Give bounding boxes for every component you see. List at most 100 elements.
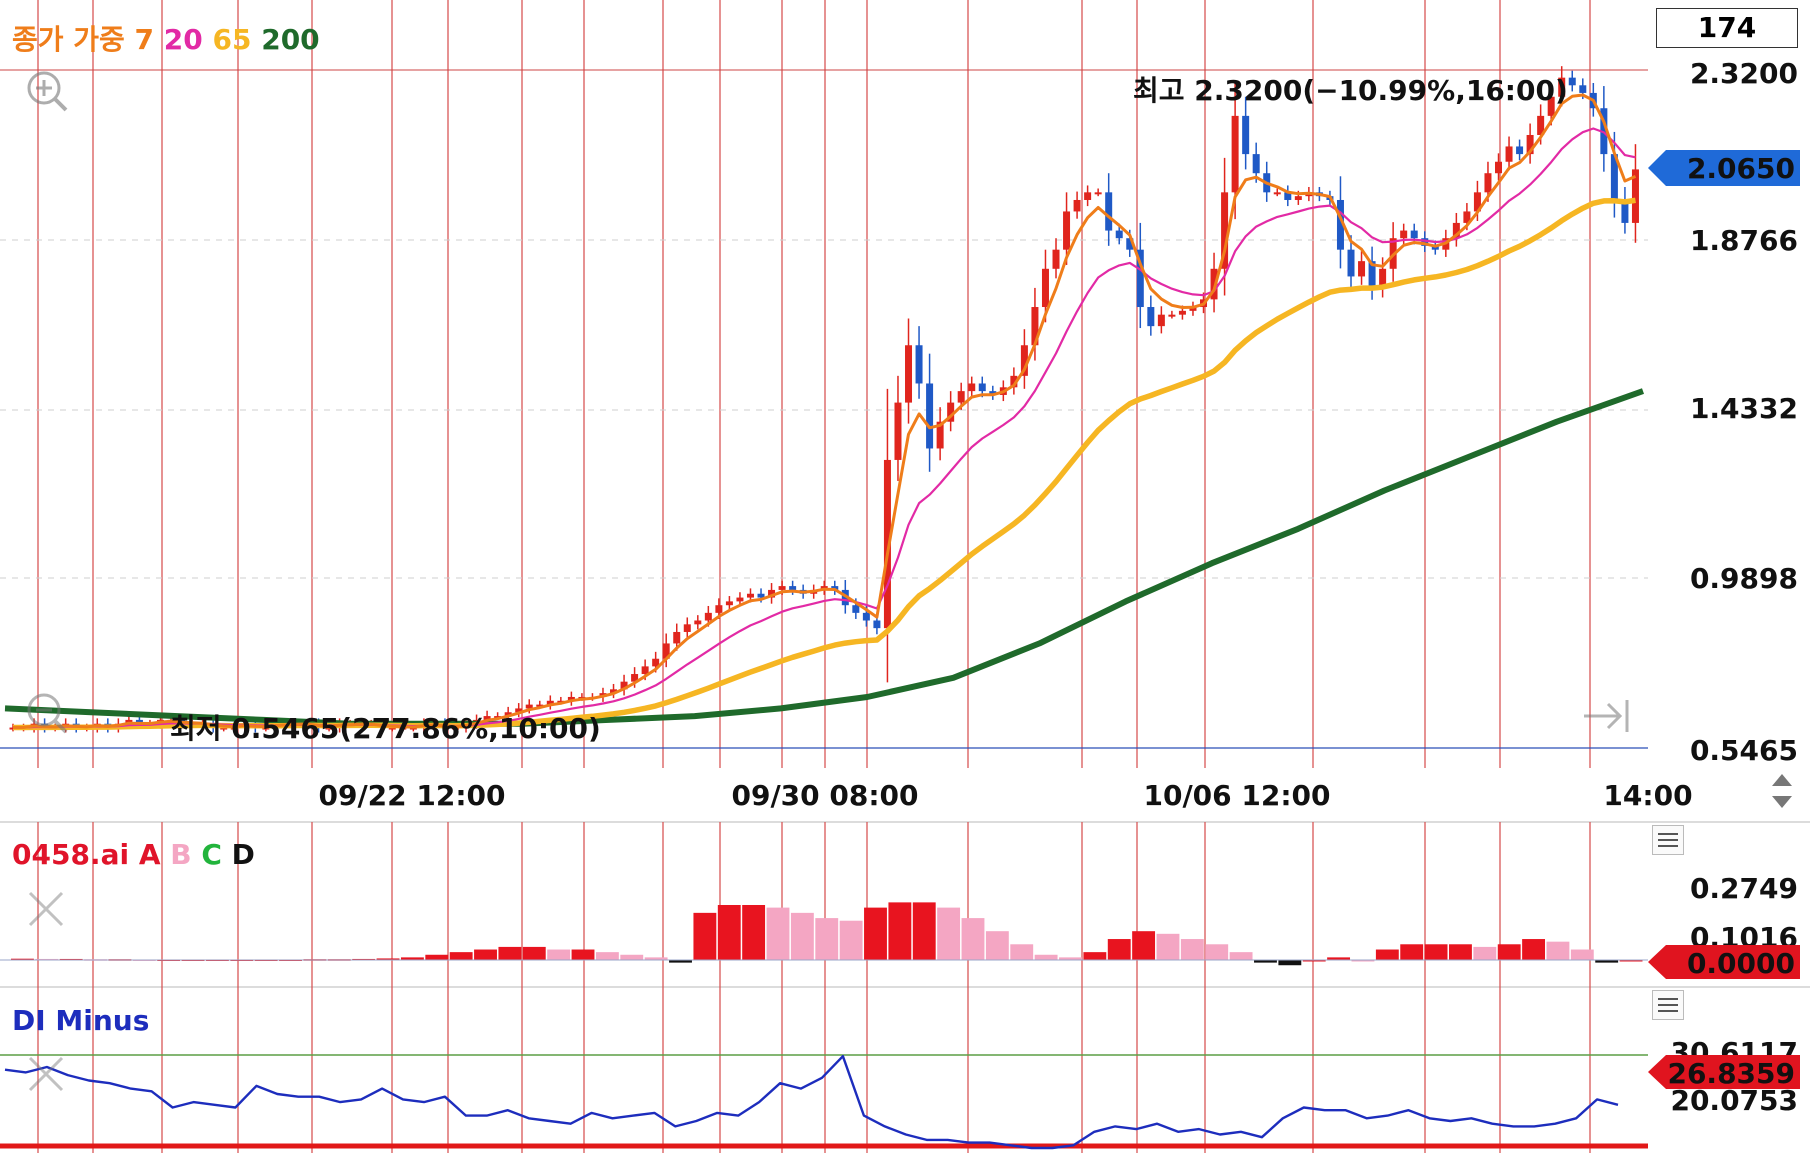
candle-body (1073, 199, 1081, 212)
ai-bar (620, 954, 644, 960)
ai-bar (1522, 939, 1546, 960)
candle-body (1031, 307, 1039, 346)
candle-body (1242, 115, 1250, 155)
ai-bar (985, 931, 1009, 960)
di-current-badge (1648, 1055, 1800, 1089)
ai-panel-legend: 0458.ai A B C D (12, 838, 255, 871)
candle-body (1063, 211, 1071, 250)
candle-body (515, 708, 523, 713)
candle-body (1010, 375, 1018, 388)
ai-letter-d: D (231, 838, 255, 871)
candle-body (957, 391, 965, 403)
ai-bar (571, 949, 595, 960)
candle-body (610, 689, 618, 694)
ai-bar (1449, 944, 1472, 960)
ai-bar (1400, 944, 1424, 960)
x-axis-strip (0, 768, 1810, 822)
candle-body (1041, 268, 1049, 308)
ai-bar (1473, 946, 1497, 960)
candle-body (989, 391, 997, 395)
ai-bar (1497, 944, 1521, 960)
ai-bar (937, 907, 961, 960)
candle-body (1084, 192, 1092, 200)
candle-body (1400, 230, 1408, 239)
ai-bar (1546, 941, 1570, 960)
candle-body (1273, 192, 1281, 195)
candle-body (1336, 199, 1344, 250)
zoom-out-icon (27, 693, 68, 734)
ai-bar (888, 902, 912, 960)
ai-bar (839, 920, 863, 960)
candle-body (683, 624, 691, 632)
ai-current-badge (1648, 945, 1800, 979)
candle-body (620, 681, 628, 690)
ai-bar (1010, 944, 1034, 960)
ma-65-line (13, 197, 1636, 731)
ai-panel-menu-button[interactable] (1652, 825, 1684, 855)
candle-body (1621, 199, 1629, 223)
candle-body (1178, 310, 1186, 315)
zoom-out-icon-ring (27, 693, 61, 727)
candle-body (1210, 268, 1218, 300)
candle-body (1431, 245, 1439, 250)
ai-bar (1595, 960, 1619, 963)
candle-body (1157, 314, 1165, 327)
ai-bar (1156, 933, 1180, 960)
di-y-tick-label: 20.0753 (1670, 1084, 1798, 1117)
di-panel-legend: DI Minus (12, 1004, 149, 1037)
ai-bar (693, 912, 717, 960)
candle-body (220, 727, 228, 730)
di-current-label: 26.8359 (1667, 1057, 1795, 1090)
di-panel-name: DI Minus (12, 1004, 150, 1037)
x-axis-tick-label: 09/30 08:00 (731, 779, 918, 812)
candle-body (873, 620, 881, 629)
candle-count-box[interactable]: 174 (1656, 8, 1798, 48)
ai-bar (376, 958, 400, 960)
ai-bar (595, 952, 619, 960)
zoom-in-icon-ring (27, 71, 61, 105)
low-price-label: 최저 0.5465(277.86%,10:00) (170, 712, 601, 745)
candle-body (494, 716, 502, 719)
candle-body (1358, 261, 1366, 277)
ai-bar (474, 949, 497, 960)
y-axis-tick-label: 0.5465 (1690, 734, 1798, 767)
zoom-out-icon-handle (53, 719, 68, 734)
y-axis-tick-label: 0.9898 (1690, 562, 1798, 595)
candle-body (1463, 211, 1471, 223)
x-axis-tick-label: 09/22 12:00 (318, 779, 505, 812)
current-price-badge (1648, 150, 1800, 186)
candle-body (936, 421, 944, 449)
di-close-icon (28, 1056, 64, 1092)
candle-body (778, 586, 786, 590)
candle-body (736, 597, 744, 602)
di-panel-menu-button[interactable] (1652, 990, 1684, 1020)
candle-body (1558, 77, 1566, 97)
candle-body (536, 704, 544, 707)
ai-bar (1059, 957, 1082, 960)
candle-body (1052, 249, 1060, 269)
candle-body (1147, 307, 1155, 327)
candle-body (1294, 196, 1302, 200)
candle-body (694, 620, 702, 625)
ai-letter-b: B (170, 838, 192, 871)
candle-body (1126, 238, 1134, 250)
candle-body (1568, 77, 1576, 86)
jump-icon-head (1606, 702, 1623, 730)
candle-body (968, 383, 976, 392)
ai-bar (1375, 949, 1399, 960)
candle-body (1136, 249, 1144, 308)
candle-body (1579, 85, 1587, 93)
ai-bar (742, 904, 766, 960)
candle-body (388, 727, 396, 730)
ai-bar (425, 954, 449, 960)
ai-bar (1570, 949, 1594, 960)
candle-body (1252, 154, 1260, 174)
zoom-in-icon (27, 71, 68, 112)
close-stroke (28, 1056, 64, 1092)
candle-body (1547, 96, 1555, 116)
ai-bar (1083, 952, 1107, 960)
candle-body (894, 402, 902, 460)
ai-bar (912, 902, 936, 960)
ai-bar (400, 957, 424, 960)
